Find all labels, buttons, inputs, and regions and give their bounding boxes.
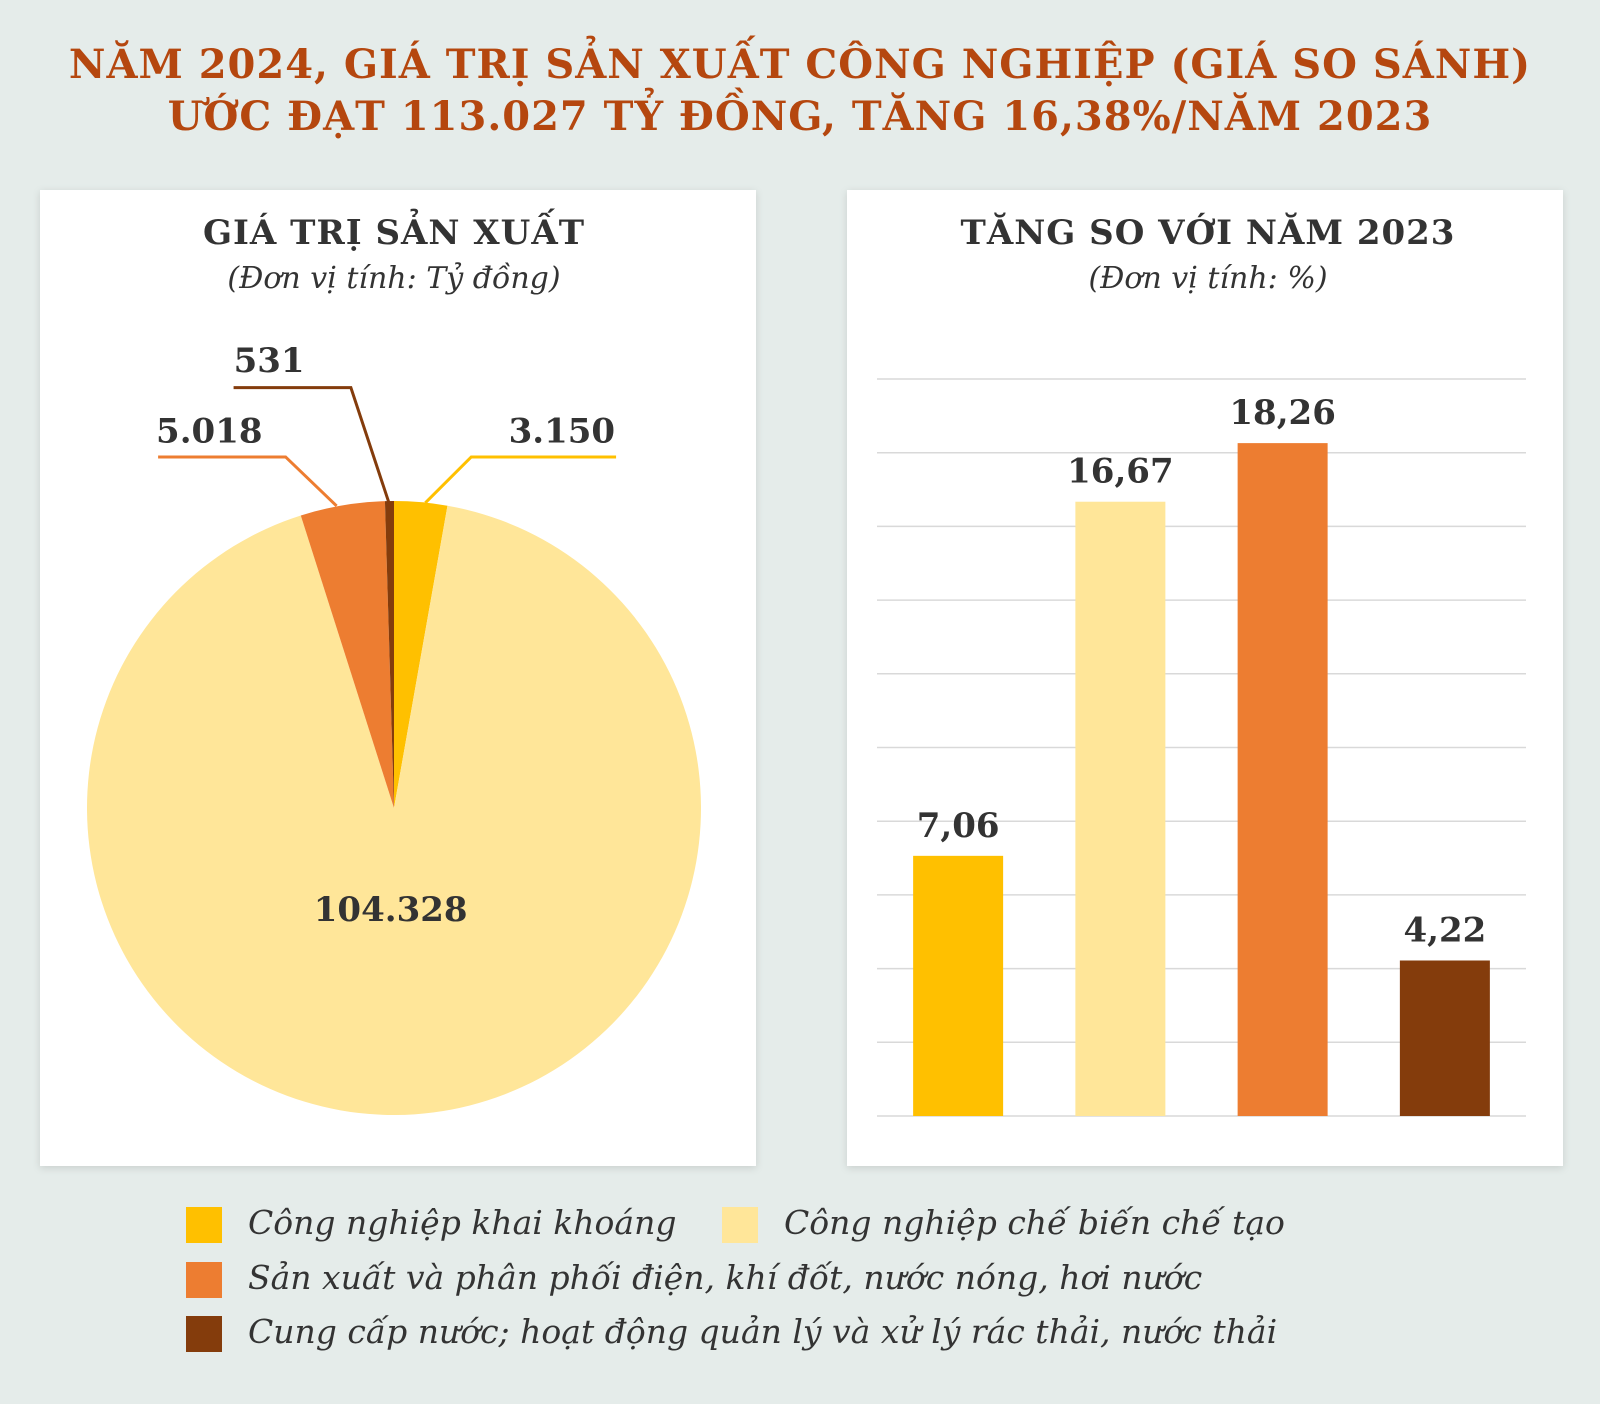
bar <box>1399 960 1490 1116</box>
leader-line <box>158 455 338 508</box>
legend-swatch <box>186 1207 222 1243</box>
data-label: 531 <box>234 341 305 381</box>
bar <box>1237 443 1328 1116</box>
data-label: 4,22 <box>1403 910 1486 950</box>
bar <box>913 855 1004 1116</box>
legend-swatch <box>722 1207 758 1243</box>
data-label: 104.328 <box>314 890 468 930</box>
data-label: 5.018 <box>156 412 262 452</box>
legend-label: Cung cấp nước; hoạt động quản lý và xử l… <box>248 1312 1277 1351</box>
legend-label: Công nghiệp khai khoáng <box>248 1203 676 1242</box>
pie-slice <box>394 501 448 808</box>
pie-slice <box>86 505 701 1115</box>
legend-label: Sản xuất và phân phối điện, khí đốt, nướ… <box>248 1258 1202 1297</box>
data-label: 7,06 <box>917 806 1000 846</box>
chart-subtitle: (Đơn vị tính: Tỷ đồng) <box>227 261 560 296</box>
chart-title: TĂNG SO VỚI NĂM 2023 <box>961 212 1456 253</box>
pie-slice <box>384 501 394 808</box>
pie-slice <box>300 501 394 808</box>
data-label: 18,26 <box>1229 393 1335 433</box>
leader-line <box>233 386 391 503</box>
data-label: 16,67 <box>1067 452 1173 492</box>
legend-label: Công nghiệp chế biến chế tạo <box>784 1203 1285 1242</box>
leader-line <box>424 455 617 504</box>
title-line: NĂM 2024, GIÁ TRỊ SẢN XUẤT CÔNG NGHIỆP (… <box>69 36 1531 88</box>
chart-subtitle: (Đơn vị tính: %) <box>1088 261 1327 296</box>
title-line: ƯỚC ĐẠT 113.027 TỶ ĐỒNG, TĂNG 16,38%/NĂM… <box>168 88 1433 140</box>
legend-swatch <box>186 1262 222 1298</box>
chart-title: GIÁ TRỊ SẢN XUẤT <box>203 208 585 253</box>
data-label: 3.150 <box>509 412 615 452</box>
legend-swatch <box>186 1316 222 1352</box>
bar <box>1075 501 1166 1116</box>
